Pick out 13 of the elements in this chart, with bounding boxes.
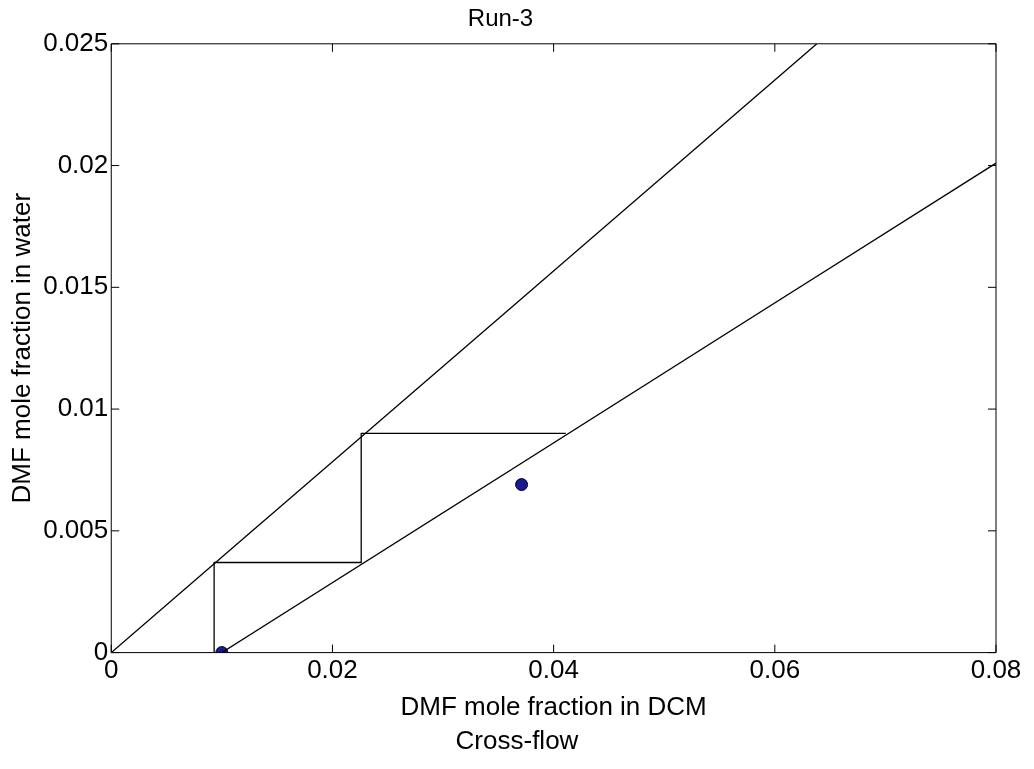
y-tick-label: 0.005 — [43, 514, 109, 545]
y-tick-label: 0.02 — [57, 148, 109, 179]
x-tick-label: 0.04 — [528, 654, 579, 685]
x-axis-title: DMF mole fraction in DCM — [400, 690, 707, 721]
x-tick-label: 0.06 — [749, 654, 801, 685]
chart-title: Run-3 — [467, 4, 534, 32]
y-tick-label: 0.015 — [43, 270, 109, 301]
y-axis-title: DMF mole fraction in water — [5, 192, 36, 504]
x-tick-label: 0.08 — [970, 654, 1022, 685]
y-tick-label: 0.01 — [57, 392, 109, 423]
y-tick-label: 0.025 — [43, 26, 109, 57]
x-tick-label: 0.02 — [307, 654, 358, 685]
text: Cross-flow — [454, 725, 580, 756]
